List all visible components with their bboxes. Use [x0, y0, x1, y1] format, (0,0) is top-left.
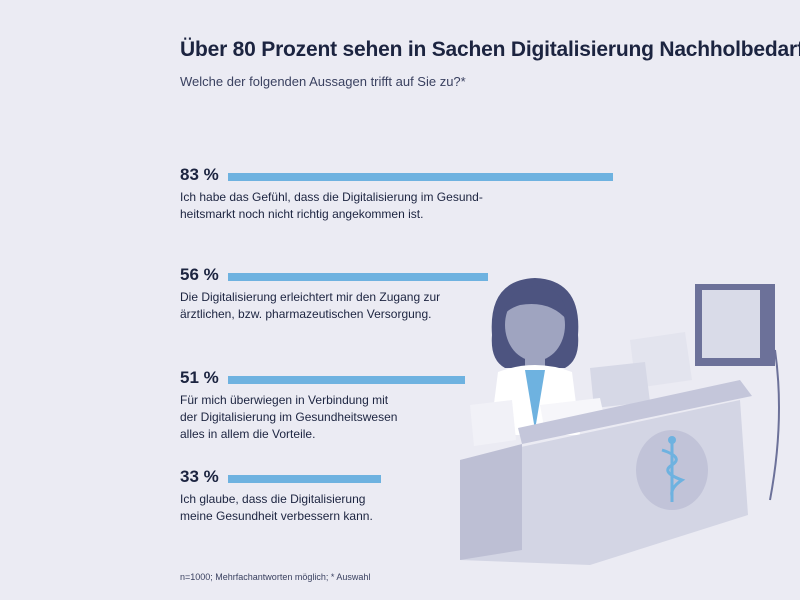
footnote: n=1000; Mehrfachantworten möglich; * Aus… — [180, 572, 371, 582]
bar-category-label: Die Digitalisierung erleichtert mir den … — [180, 289, 520, 323]
bar — [228, 173, 613, 181]
pharmacist-illustration — [460, 278, 780, 565]
bar — [228, 475, 381, 483]
category-label-line: heitsmarkt noch nicht richtig angekommen… — [180, 207, 424, 221]
bar-value-label: 56 % — [180, 265, 219, 284]
bar-value-label: 51 % — [180, 368, 219, 387]
chart-title: Über 80 Prozent sehen in Sachen Digitali… — [180, 38, 800, 61]
chart-subtitle: Welche der folgenden Aussagen trifft auf… — [180, 74, 466, 89]
category-label-line: alles in allem die Vorteile. — [180, 427, 316, 441]
bar-category-label: Ich glaube, dass die Digitalisierung mein… — [180, 491, 520, 525]
category-label-line: Ich glaube, dass die Digitalisierung — [180, 492, 366, 506]
category-label-line: Für mich überwiegen in Verbindung mit — [180, 393, 389, 407]
category-label-line: Die Digitalisierung erleichtert mir den … — [180, 290, 441, 304]
category-label-line: der Digitalisierung im Gesundheitswesen — [180, 410, 398, 424]
bar-category-label: Für mich überwiegen in Verbindung mit der… — [180, 392, 520, 443]
category-label-line: ärztlichen, bzw. pharmazeutischen Versor… — [180, 307, 432, 321]
bar-value-label: 33 % — [180, 467, 219, 486]
bar-category-label: Ich habe das Gefühl, dass die Digitalisi… — [180, 189, 520, 223]
counter-top — [518, 380, 752, 444]
category-label-line: meine Gesundheit verbessern kann. — [180, 509, 373, 523]
bar — [228, 376, 465, 384]
bar-value-label: 83 % — [180, 165, 219, 184]
category-label-line: Ich habe das Gefühl, dass die Digitalisi… — [180, 190, 483, 204]
bar — [228, 273, 488, 281]
